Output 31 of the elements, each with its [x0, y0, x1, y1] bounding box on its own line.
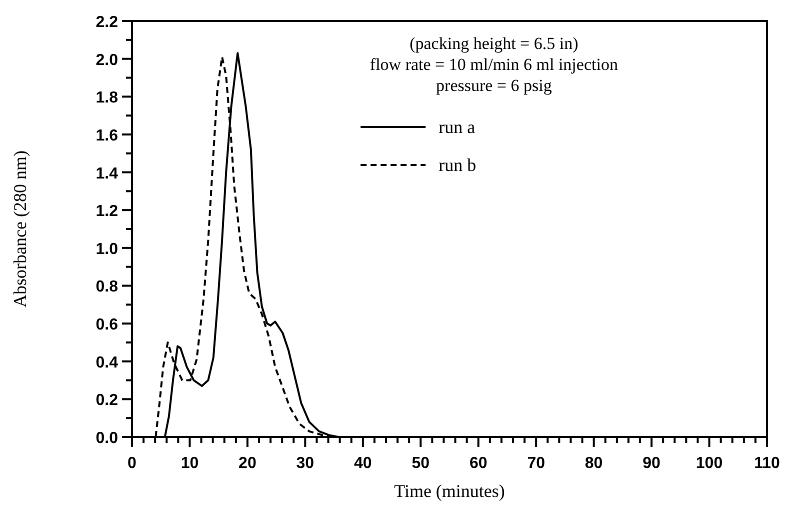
y-tick-label: 1.2 — [96, 203, 118, 220]
x-axis-title: Time (minutes) — [394, 481, 505, 501]
y-tick-label: 1.8 — [96, 90, 118, 107]
x-tick-label: 30 — [296, 455, 314, 472]
x-tick-label: 70 — [527, 455, 546, 472]
x-tick-label: 80 — [584, 455, 603, 472]
legend-label: run a — [438, 117, 476, 137]
y-tick-label: 1.6 — [96, 127, 118, 144]
x-tick-label: 60 — [469, 455, 488, 472]
annotation: flow rate = 10 ml/min 6 ml injection — [370, 55, 618, 74]
x-tick-label: 20 — [238, 455, 256, 472]
legend-label: run b — [438, 155, 476, 175]
x-tick-label: 10 — [180, 455, 199, 472]
x-tick-label: 100 — [696, 455, 723, 472]
y-tick-label: 0.4 — [96, 354, 118, 372]
x-tick-label: 40 — [354, 455, 372, 472]
annotation: (packing height = 6.5 in) — [410, 34, 578, 53]
y-tick-label: 0.0 — [96, 430, 118, 447]
y-tick-label: 2.0 — [96, 52, 118, 69]
x-tick-label: 90 — [642, 455, 661, 472]
y-tick-label: 0.2 — [96, 392, 118, 410]
y-tick-label: 1.0 — [96, 240, 118, 258]
x-tick-label: 0 — [128, 455, 137, 472]
y-tick-label: 0.8 — [96, 278, 118, 296]
y-tick-label: 2.2 — [96, 14, 118, 31]
y-axis-title: Absorbance (280 nm) — [10, 150, 30, 308]
annotation: pressure = 6 psig — [436, 76, 552, 95]
y-tick-label: 0.6 — [96, 316, 118, 334]
y-tick-label: 1.4 — [96, 165, 118, 182]
x-tick-label: 50 — [412, 455, 430, 472]
x-tick-label: 110 — [754, 455, 780, 472]
